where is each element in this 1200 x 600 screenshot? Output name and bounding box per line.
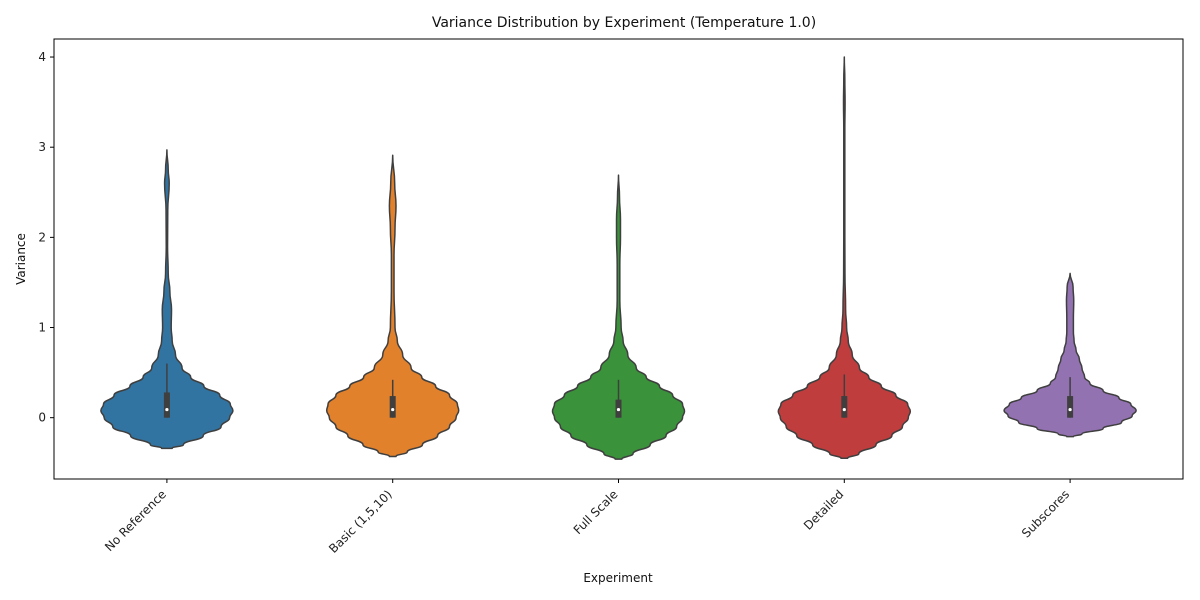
violin-body <box>100 149 234 450</box>
violin-median <box>1068 407 1072 412</box>
y-axis-label: Variance <box>14 233 28 285</box>
violins-layer <box>100 56 1137 460</box>
violin-box <box>841 396 848 418</box>
violin-body <box>777 56 912 460</box>
y-tick-label: 3 <box>38 140 46 154</box>
violin-body <box>325 154 460 458</box>
violin-body <box>1003 272 1137 438</box>
y-tick-label: 0 <box>38 411 46 425</box>
y-tick-label: 2 <box>38 230 46 244</box>
y-tick-label: 1 <box>38 321 46 335</box>
violin-box <box>163 392 170 418</box>
y-axis: 0 1 2 3 4 <box>38 50 54 425</box>
x-axis-label: Experiment <box>583 571 653 585</box>
violin-median <box>616 407 621 412</box>
violin-body <box>551 174 686 460</box>
violin-median <box>165 407 169 412</box>
violin-box <box>389 396 396 418</box>
y-tick-label: 4 <box>38 50 46 64</box>
chart-title: Variance Distribution by Experiment (Tem… <box>432 15 816 31</box>
violin-median <box>842 407 846 412</box>
violin-median <box>391 407 395 412</box>
violin-box <box>1067 396 1074 418</box>
